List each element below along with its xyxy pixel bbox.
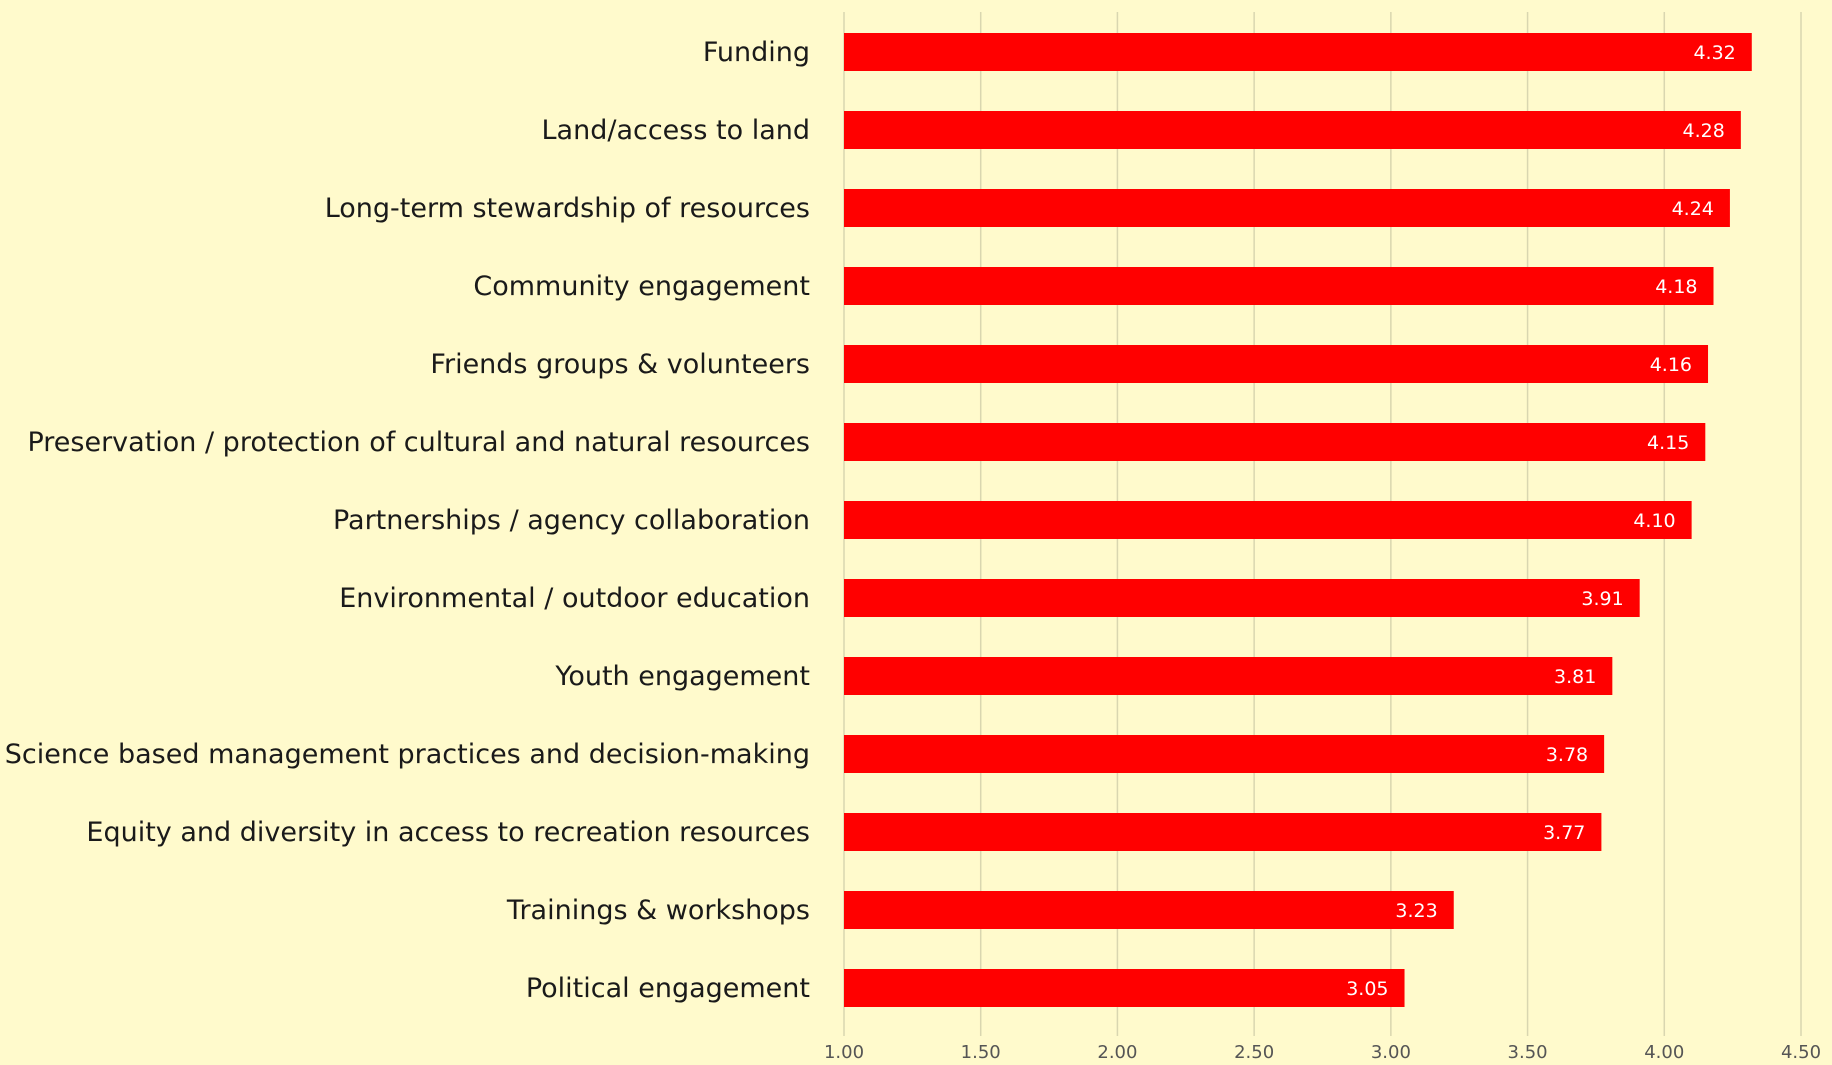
x-tick-label: 2.00 xyxy=(1097,1042,1137,1063)
value-labels: 4.32 4.28 4.24 4.18 4.16 4.15 4.10 3.91 3.81 3.78… xyxy=(1346,42,1736,1000)
category-label: Trainings & workshops xyxy=(506,895,810,926)
bar xyxy=(844,735,1605,773)
value-label: 3.05 xyxy=(1346,978,1388,1000)
category-label: Land/access to land xyxy=(542,115,810,146)
value-label: 4.32 xyxy=(1693,42,1735,64)
value-label: 4.10 xyxy=(1633,510,1675,532)
value-label: 4.18 xyxy=(1655,276,1697,298)
bar xyxy=(844,891,1454,929)
category-label: Funding xyxy=(703,37,810,68)
bar xyxy=(844,579,1640,617)
category-label: Political engagement xyxy=(526,973,810,1004)
bar xyxy=(844,423,1706,461)
category-label: Long-term stewardship of resources xyxy=(325,193,810,224)
bar xyxy=(844,969,1405,1007)
bar xyxy=(844,813,1602,851)
value-label: 3.23 xyxy=(1395,900,1437,922)
category-label: Science based management practices and d… xyxy=(5,739,810,770)
bar xyxy=(844,111,1741,149)
value-label: 4.16 xyxy=(1650,354,1692,376)
bar xyxy=(844,267,1714,305)
value-label: 3.81 xyxy=(1554,666,1596,688)
category-label: Preservation / protection of cultural an… xyxy=(27,427,810,458)
category-label: Partnerships / agency collaboration xyxy=(333,505,810,536)
bars xyxy=(844,33,1752,1007)
value-label: 4.15 xyxy=(1647,432,1689,454)
x-tick-label: 1.50 xyxy=(961,1042,1001,1063)
bar xyxy=(844,501,1692,539)
value-label: 3.91 xyxy=(1581,588,1623,610)
category-labels: Funding Land/access to land Long-term stew… xyxy=(5,37,810,1004)
bar xyxy=(844,657,1613,695)
bar xyxy=(844,33,1752,71)
bar xyxy=(844,345,1709,383)
x-tick-label: 4.50 xyxy=(1781,1042,1821,1063)
category-label: Environmental / outdoor education xyxy=(339,583,810,614)
value-label: 4.24 xyxy=(1672,198,1714,220)
category-label: Friends groups & volunteers xyxy=(430,349,810,380)
x-tick-label: 4.00 xyxy=(1644,1042,1684,1063)
x-tick-label: 2.50 xyxy=(1234,1042,1274,1063)
value-label: 4.28 xyxy=(1683,120,1725,142)
value-label: 3.77 xyxy=(1543,822,1585,844)
bar xyxy=(844,189,1730,227)
x-axis-tick-labels: 1.00 1.50 2.00 2.50 3.00 3.50 4.00 4.50 xyxy=(824,1042,1821,1063)
category-label: Equity and diversity in access to recrea… xyxy=(86,817,810,848)
x-tick-label: 3.00 xyxy=(1371,1042,1411,1063)
category-label: Community engagement xyxy=(473,271,810,302)
x-tick-label: 1.00 xyxy=(824,1042,864,1063)
category-label: Youth engagement xyxy=(554,661,810,692)
x-tick-label: 3.50 xyxy=(1508,1042,1548,1063)
value-label: 3.78 xyxy=(1546,744,1588,766)
